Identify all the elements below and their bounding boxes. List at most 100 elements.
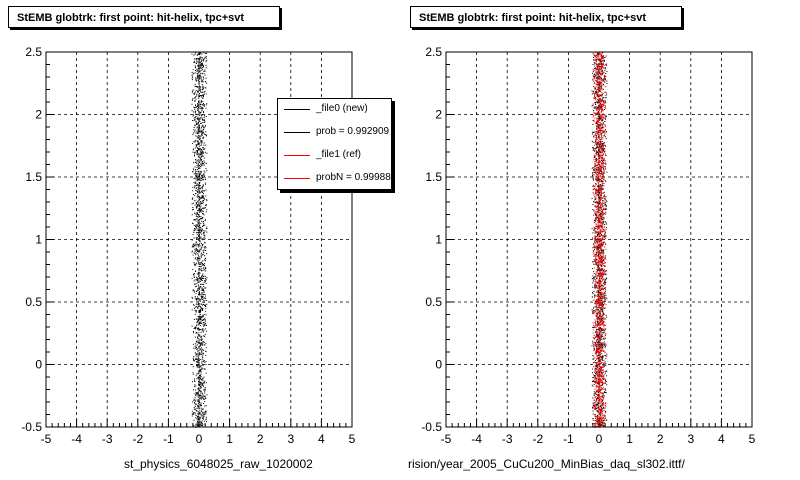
scatter-point	[196, 279, 198, 281]
scatter-point	[205, 361, 207, 362]
scatter-point	[597, 323, 599, 325]
scatter-point	[602, 172, 604, 174]
scatter-point	[198, 109, 199, 111]
scatter-point	[598, 245, 600, 247]
scatter-point	[201, 397, 203, 399]
scatter-point	[598, 67, 600, 69]
scatter-point	[603, 406, 605, 408]
scatter-point	[596, 251, 598, 253]
scatter-point	[602, 354, 604, 356]
scatter-point	[203, 170, 205, 172]
scatter-point	[602, 185, 604, 187]
scatter-point	[199, 53, 200, 55]
scatter-point	[598, 135, 600, 137]
scatter-point	[203, 304, 204, 305]
scatter-point	[196, 162, 198, 164]
scatter-point	[595, 60, 597, 61]
scatter-point	[600, 85, 602, 87]
scatter-point	[202, 103, 204, 105]
scatter-point	[593, 57, 594, 58]
scatter-point	[195, 159, 197, 161]
scatter-point	[197, 108, 199, 110]
scatter-point	[205, 354, 207, 356]
scatter-point	[599, 257, 601, 259]
scatter-point	[203, 122, 205, 123]
scatter-point	[598, 118, 600, 120]
scatter-point	[593, 168, 594, 170]
scatter-point	[202, 342, 204, 344]
scatter-point	[601, 212, 603, 214]
scatter-point	[195, 326, 197, 328]
scatter-point	[195, 121, 197, 123]
scatter-point	[598, 337, 600, 339]
scatter-point	[599, 396, 600, 398]
scatter-point	[599, 291, 601, 293]
scatter-point	[600, 187, 602, 189]
scatter-point	[601, 170, 603, 172]
scatter-point	[595, 192, 597, 194]
scatter-point	[594, 299, 596, 301]
scatter-point	[603, 135, 605, 137]
scatter-point	[591, 105, 593, 107]
scatter-point	[602, 315, 604, 317]
scatter-point	[602, 319, 604, 321]
scatter-point	[202, 264, 204, 265]
scatter-point	[200, 423, 202, 425]
scatter-point	[201, 63, 203, 64]
scatter-point	[601, 347, 603, 349]
scatter-point	[592, 80, 594, 82]
scatter-point	[594, 102, 596, 103]
scatter-point	[603, 263, 605, 265]
scatter-point	[202, 408, 204, 410]
scatter-point	[199, 342, 201, 344]
scatter-point	[602, 400, 603, 402]
scatter-point	[195, 242, 197, 244]
scatter-point	[196, 204, 198, 206]
scatter-point	[197, 219, 199, 221]
scatter-point	[199, 402, 200, 404]
scatter-point	[595, 253, 597, 255]
scatter-point	[596, 217, 597, 219]
scatter-point	[598, 59, 600, 61]
scatter-point	[199, 288, 201, 290]
scatter-point	[200, 405, 202, 407]
scatter-point	[201, 114, 203, 116]
scatter-point	[205, 260, 206, 262]
scatter-point	[602, 257, 604, 259]
scatter-point	[605, 138, 607, 140]
scatter-point	[606, 115, 607, 117]
scatter-point	[205, 279, 207, 281]
scatter-point	[600, 419, 602, 421]
scatter-point	[200, 342, 202, 344]
scatter-point	[595, 122, 597, 124]
scatter-point	[193, 229, 195, 231]
scatter-point	[600, 119, 602, 121]
scatter-point	[196, 416, 198, 418]
scatter-point	[600, 99, 602, 101]
scatter-point	[593, 345, 594, 347]
scatter-point	[206, 169, 208, 171]
scatter-point	[599, 338, 600, 340]
scatter-point	[596, 264, 598, 266]
scatter-point	[196, 364, 198, 366]
scatter-point	[203, 329, 205, 331]
scatter-point	[605, 211, 607, 213]
scatter-point	[205, 77, 207, 79]
scatter-point	[596, 403, 598, 405]
scatter-point	[201, 64, 203, 66]
scatter-point	[592, 132, 594, 134]
scatter-point	[191, 413, 193, 415]
scatter-point	[602, 231, 604, 233]
scatter-point	[205, 179, 207, 180]
scatter-point	[195, 206, 197, 208]
scatter-point	[197, 378, 199, 380]
scatter-point	[599, 413, 601, 415]
scatter-point	[601, 222, 603, 224]
scatter-point	[603, 109, 605, 110]
scatter-point	[601, 144, 603, 146]
scatter-point	[600, 287, 602, 289]
scatter-point	[202, 264, 203, 266]
scatter-point	[604, 324, 606, 326]
scatter-point	[598, 196, 600, 198]
scatter-point	[204, 259, 206, 261]
